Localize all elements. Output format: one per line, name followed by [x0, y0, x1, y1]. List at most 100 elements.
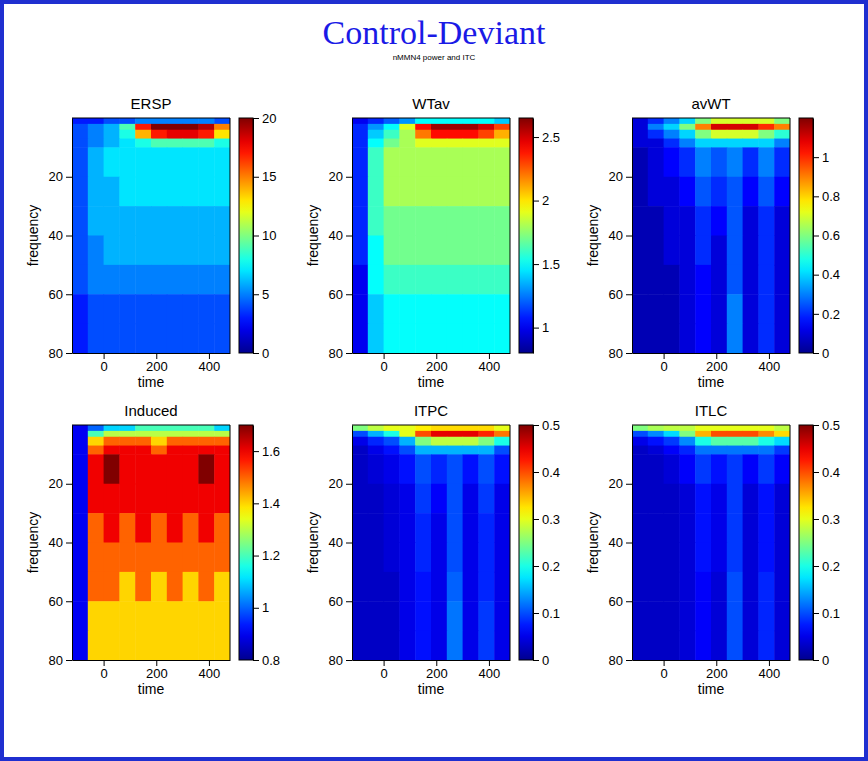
cell	[352, 437, 368, 446]
cell	[758, 324, 774, 353]
cell	[352, 139, 368, 148]
cell	[368, 572, 384, 602]
cell	[431, 124, 447, 130]
cell	[415, 572, 431, 602]
cell	[679, 147, 695, 177]
cell	[478, 294, 494, 324]
cell	[648, 446, 664, 455]
cell	[494, 118, 510, 124]
cell	[447, 572, 463, 602]
colorbar-tick-label: 0	[822, 653, 829, 668]
colorbar-axis: 0.811.21.41.6	[253, 426, 280, 668]
y-tick-mark	[66, 543, 72, 544]
y-tick-mark	[66, 294, 72, 295]
cell	[774, 130, 790, 139]
cell	[167, 601, 183, 631]
cell	[135, 294, 151, 324]
colorbar-tick-label: 0.1	[822, 606, 840, 621]
cell	[151, 265, 167, 295]
x-axis: 0200400	[353, 353, 511, 374]
cell	[711, 454, 727, 484]
cell	[368, 484, 384, 514]
cell	[214, 294, 230, 324]
cell	[727, 484, 743, 514]
cell	[648, 572, 664, 602]
x-tick-mark	[489, 353, 490, 359]
cell	[119, 130, 135, 139]
cell	[711, 294, 727, 324]
colorbar-tick: 0.4	[813, 267, 840, 282]
plot-frame	[352, 118, 510, 353]
cell	[727, 601, 743, 631]
y-axis-line	[72, 426, 73, 661]
x-axis-title: time	[138, 374, 165, 390]
x-tick-mark	[489, 660, 490, 666]
cell	[88, 572, 104, 602]
y-tick-label: 40	[49, 535, 63, 550]
y-axis: 20406080	[49, 426, 73, 668]
y-tick-mark	[66, 484, 72, 485]
y-tick-mark	[346, 601, 352, 602]
cell	[399, 454, 415, 484]
colorbar-tick: 0.1	[813, 606, 840, 621]
cell	[183, 147, 199, 177]
cell	[214, 437, 230, 446]
cell	[632, 425, 648, 431]
cell	[214, 484, 230, 514]
cell	[72, 572, 88, 602]
x-tick: 200	[706, 660, 728, 681]
cell	[183, 236, 199, 266]
cell	[727, 572, 743, 602]
cell	[447, 631, 463, 660]
cell	[632, 294, 648, 324]
cell	[88, 631, 104, 660]
cell	[119, 206, 135, 236]
cell	[399, 543, 415, 573]
cell	[167, 543, 183, 573]
cell	[664, 206, 680, 236]
cell	[352, 543, 368, 573]
cell	[478, 543, 494, 573]
y-tick: 60	[49, 287, 72, 302]
cell	[399, 124, 415, 130]
cell	[167, 177, 183, 207]
cell	[198, 425, 214, 431]
y-tick: 80	[329, 653, 352, 668]
cell	[478, 446, 494, 455]
cell	[399, 572, 415, 602]
cell	[167, 431, 183, 437]
cell	[214, 454, 230, 484]
cell	[88, 543, 104, 573]
x-tick: 200	[426, 353, 448, 374]
x-tick-mark	[716, 353, 717, 359]
cell	[119, 484, 135, 514]
cell	[478, 118, 494, 124]
cell	[352, 425, 368, 431]
colorbar-tick-mark	[813, 660, 819, 661]
cell	[135, 631, 151, 660]
colorbar-ramp	[239, 118, 253, 353]
y-axis-title: frequency	[305, 512, 321, 573]
y-tick-mark	[66, 236, 72, 237]
cell	[679, 124, 695, 130]
cell	[664, 543, 680, 573]
x-axis-line	[73, 660, 231, 661]
cell	[447, 124, 463, 130]
x-axis-line	[353, 660, 511, 661]
colorbar-tick: 15	[253, 169, 276, 184]
cell	[72, 431, 88, 437]
x-tick-label: 400	[199, 359, 221, 374]
x-axis-line	[633, 660, 791, 661]
subtitle: nMMN4 power and ITC	[393, 53, 476, 62]
colorbar-tick-label: 1	[822, 150, 829, 165]
cell	[727, 454, 743, 484]
cell	[198, 147, 214, 177]
cell	[214, 513, 230, 543]
cell	[384, 206, 400, 236]
cell	[711, 236, 727, 266]
colorbar-tick: 0.8	[813, 189, 840, 204]
cell	[384, 177, 400, 207]
cell	[711, 147, 727, 177]
cell	[214, 118, 230, 124]
cell	[72, 124, 88, 130]
